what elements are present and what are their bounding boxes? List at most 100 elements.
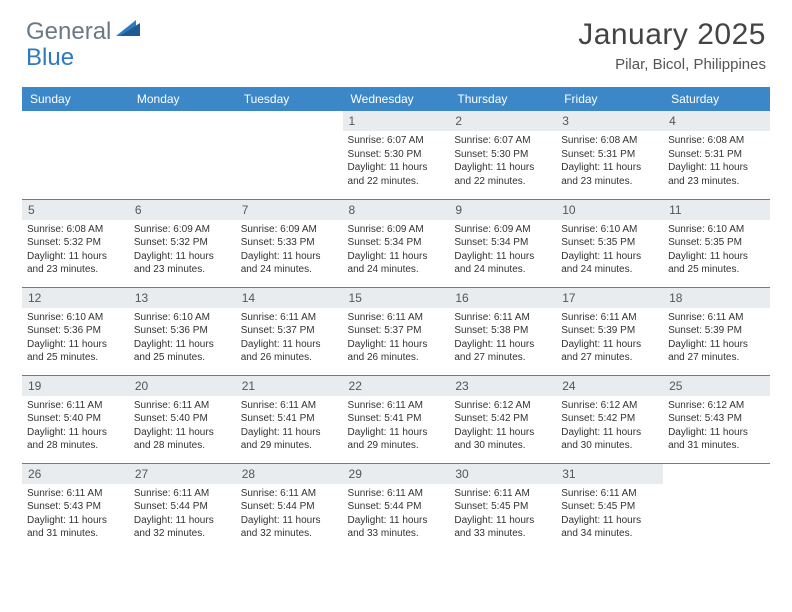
calendar-day-cell: 20Sunrise: 6:11 AMSunset: 5:40 PMDayligh… [129, 375, 236, 463]
location-text: Pilar, Bicol, Philippines [578, 56, 766, 73]
calendar-day-cell: 27Sunrise: 6:11 AMSunset: 5:44 PMDayligh… [129, 463, 236, 551]
day-header-row: SundayMondayTuesdayWednesdayThursdayFrid… [22, 87, 770, 111]
day-info: Sunrise: 6:11 AMSunset: 5:39 PMDaylight:… [556, 308, 663, 368]
calendar-week-row: 19Sunrise: 6:11 AMSunset: 5:40 PMDayligh… [22, 375, 770, 463]
day-info: Sunrise: 6:08 AMSunset: 5:31 PMDaylight:… [663, 131, 770, 191]
calendar-day-cell: 23Sunrise: 6:12 AMSunset: 5:42 PMDayligh… [449, 375, 556, 463]
day-info: Sunrise: 6:11 AMSunset: 5:41 PMDaylight:… [343, 396, 450, 456]
day-info: Sunrise: 6:09 AMSunset: 5:34 PMDaylight:… [449, 220, 556, 280]
day-info: Sunrise: 6:11 AMSunset: 5:43 PMDaylight:… [22, 484, 129, 544]
day-number: 7 [236, 200, 343, 220]
calendar-week-row: 1Sunrise: 6:07 AMSunset: 5:30 PMDaylight… [22, 111, 770, 199]
day-number: 12 [22, 288, 129, 308]
calendar-day-cell: 31Sunrise: 6:11 AMSunset: 5:45 PMDayligh… [556, 463, 663, 551]
title-block: January 2025 Pilar, Bicol, Philippines [578, 18, 766, 73]
calendar-day-cell: 13Sunrise: 6:10 AMSunset: 5:36 PMDayligh… [129, 287, 236, 375]
day-header: Saturday [663, 87, 770, 111]
month-title: January 2025 [578, 18, 766, 52]
day-number: 15 [343, 288, 450, 308]
calendar-table: SundayMondayTuesdayWednesdayThursdayFrid… [22, 87, 770, 551]
calendar-day-cell: 7Sunrise: 6:09 AMSunset: 5:33 PMDaylight… [236, 199, 343, 287]
calendar-day-cell: 10Sunrise: 6:10 AMSunset: 5:35 PMDayligh… [556, 199, 663, 287]
day-number: 31 [556, 464, 663, 484]
day-info: Sunrise: 6:10 AMSunset: 5:35 PMDaylight:… [556, 220, 663, 280]
calendar-day-cell: 4Sunrise: 6:08 AMSunset: 5:31 PMDaylight… [663, 111, 770, 199]
logo-text-general: General [26, 18, 111, 46]
calendar-day-cell [663, 463, 770, 551]
day-header: Wednesday [343, 87, 450, 111]
day-number: 27 [129, 464, 236, 484]
day-info: Sunrise: 6:11 AMSunset: 5:37 PMDaylight:… [343, 308, 450, 368]
day-info: Sunrise: 6:11 AMSunset: 5:40 PMDaylight:… [22, 396, 129, 456]
day-number: 1 [343, 111, 450, 131]
calendar-day-cell: 14Sunrise: 6:11 AMSunset: 5:37 PMDayligh… [236, 287, 343, 375]
day-number: 21 [236, 376, 343, 396]
day-number: 26 [22, 464, 129, 484]
day-info: Sunrise: 6:11 AMSunset: 5:38 PMDaylight:… [449, 308, 556, 368]
day-number: 8 [343, 200, 450, 220]
day-number: 19 [22, 376, 129, 396]
calendar-day-cell: 21Sunrise: 6:11 AMSunset: 5:41 PMDayligh… [236, 375, 343, 463]
day-number: 13 [129, 288, 236, 308]
day-number: 18 [663, 288, 770, 308]
day-number: 3 [556, 111, 663, 131]
day-info: Sunrise: 6:11 AMSunset: 5:39 PMDaylight:… [663, 308, 770, 368]
day-number: 24 [556, 376, 663, 396]
day-number: 25 [663, 376, 770, 396]
calendar-day-cell: 2Sunrise: 6:07 AMSunset: 5:30 PMDaylight… [449, 111, 556, 199]
calendar-week-row: 26Sunrise: 6:11 AMSunset: 5:43 PMDayligh… [22, 463, 770, 551]
day-info: Sunrise: 6:08 AMSunset: 5:32 PMDaylight:… [22, 220, 129, 280]
day-number: 2 [449, 111, 556, 131]
day-number: 16 [449, 288, 556, 308]
day-number: 9 [449, 200, 556, 220]
logo: General [26, 18, 144, 46]
calendar-week-row: 5Sunrise: 6:08 AMSunset: 5:32 PMDaylight… [22, 199, 770, 287]
day-info: Sunrise: 6:09 AMSunset: 5:34 PMDaylight:… [343, 220, 450, 280]
day-info: Sunrise: 6:07 AMSunset: 5:30 PMDaylight:… [449, 131, 556, 191]
calendar-day-cell: 6Sunrise: 6:09 AMSunset: 5:32 PMDaylight… [129, 199, 236, 287]
calendar-day-cell: 30Sunrise: 6:11 AMSunset: 5:45 PMDayligh… [449, 463, 556, 551]
day-info: Sunrise: 6:12 AMSunset: 5:43 PMDaylight:… [663, 396, 770, 456]
calendar-day-cell: 24Sunrise: 6:12 AMSunset: 5:42 PMDayligh… [556, 375, 663, 463]
calendar-day-cell [129, 111, 236, 199]
day-header: Sunday [22, 87, 129, 111]
day-info: Sunrise: 6:07 AMSunset: 5:30 PMDaylight:… [343, 131, 450, 191]
day-info: Sunrise: 6:12 AMSunset: 5:42 PMDaylight:… [449, 396, 556, 456]
day-number: 23 [449, 376, 556, 396]
day-number: 17 [556, 288, 663, 308]
calendar-day-cell: 25Sunrise: 6:12 AMSunset: 5:43 PMDayligh… [663, 375, 770, 463]
day-info: Sunrise: 6:10 AMSunset: 5:35 PMDaylight:… [663, 220, 770, 280]
calendar-day-cell: 18Sunrise: 6:11 AMSunset: 5:39 PMDayligh… [663, 287, 770, 375]
day-info: Sunrise: 6:10 AMSunset: 5:36 PMDaylight:… [22, 308, 129, 368]
day-number: 22 [343, 376, 450, 396]
day-info: Sunrise: 6:11 AMSunset: 5:44 PMDaylight:… [236, 484, 343, 544]
calendar-day-cell: 9Sunrise: 6:09 AMSunset: 5:34 PMDaylight… [449, 199, 556, 287]
day-info: Sunrise: 6:12 AMSunset: 5:42 PMDaylight:… [556, 396, 663, 456]
day-info: Sunrise: 6:11 AMSunset: 5:45 PMDaylight:… [556, 484, 663, 544]
day-info: Sunrise: 6:11 AMSunset: 5:41 PMDaylight:… [236, 396, 343, 456]
day-info: Sunrise: 6:11 AMSunset: 5:45 PMDaylight:… [449, 484, 556, 544]
day-info: Sunrise: 6:11 AMSunset: 5:40 PMDaylight:… [129, 396, 236, 456]
calendar-day-cell: 15Sunrise: 6:11 AMSunset: 5:37 PMDayligh… [343, 287, 450, 375]
logo-triangle-icon [116, 20, 142, 45]
day-number: 30 [449, 464, 556, 484]
day-info: Sunrise: 6:11 AMSunset: 5:44 PMDaylight:… [343, 484, 450, 544]
calendar-day-cell [236, 111, 343, 199]
day-number: 4 [663, 111, 770, 131]
day-info: Sunrise: 6:11 AMSunset: 5:44 PMDaylight:… [129, 484, 236, 544]
calendar-day-cell: 3Sunrise: 6:08 AMSunset: 5:31 PMDaylight… [556, 111, 663, 199]
calendar-week-row: 12Sunrise: 6:10 AMSunset: 5:36 PMDayligh… [22, 287, 770, 375]
day-number: 11 [663, 200, 770, 220]
day-info: Sunrise: 6:08 AMSunset: 5:31 PMDaylight:… [556, 131, 663, 191]
calendar-day-cell: 12Sunrise: 6:10 AMSunset: 5:36 PMDayligh… [22, 287, 129, 375]
calendar-day-cell: 11Sunrise: 6:10 AMSunset: 5:35 PMDayligh… [663, 199, 770, 287]
day-header: Monday [129, 87, 236, 111]
calendar-day-cell: 17Sunrise: 6:11 AMSunset: 5:39 PMDayligh… [556, 287, 663, 375]
day-info: Sunrise: 6:09 AMSunset: 5:32 PMDaylight:… [129, 220, 236, 280]
day-number: 14 [236, 288, 343, 308]
day-number: 28 [236, 464, 343, 484]
calendar-body: 1Sunrise: 6:07 AMSunset: 5:30 PMDaylight… [22, 111, 770, 551]
day-header: Friday [556, 87, 663, 111]
calendar-day-cell: 19Sunrise: 6:11 AMSunset: 5:40 PMDayligh… [22, 375, 129, 463]
day-number: 10 [556, 200, 663, 220]
